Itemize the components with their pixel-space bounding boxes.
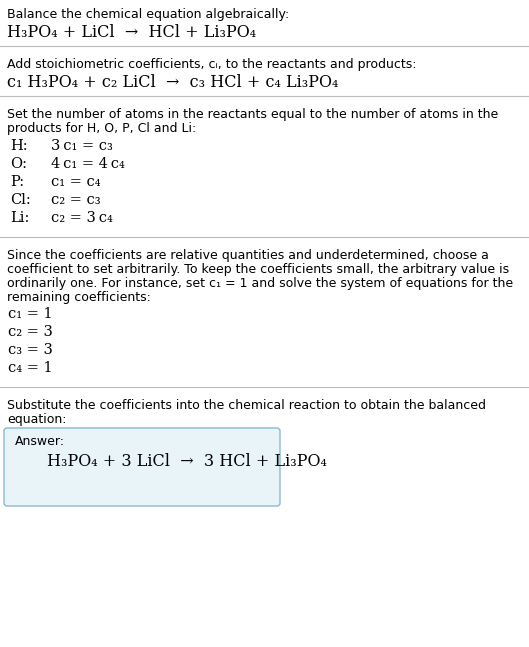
Text: products for H, O, P, Cl and Li:: products for H, O, P, Cl and Li: — [7, 122, 196, 135]
Text: Substitute the coefficients into the chemical reaction to obtain the balanced: Substitute the coefficients into the che… — [7, 399, 486, 412]
FancyBboxPatch shape — [4, 428, 280, 506]
Text: Add stoichiometric coefficients, cᵢ, to the reactants and products:: Add stoichiometric coefficients, cᵢ, to … — [7, 58, 416, 71]
Text: c₁ = 1: c₁ = 1 — [8, 307, 52, 321]
Text: c₄ = 1: c₄ = 1 — [8, 361, 52, 375]
Text: Li:: Li: — [10, 211, 30, 225]
Text: H:: H: — [10, 139, 28, 153]
Text: P:: P: — [10, 175, 24, 189]
Text: 3 c₁ = c₃: 3 c₁ = c₃ — [51, 139, 113, 153]
Text: H₃PO₄ + 3 LiCl  →  3 HCl + Li₃PO₄: H₃PO₄ + 3 LiCl → 3 HCl + Li₃PO₄ — [47, 453, 327, 470]
Text: c₂ = c₃: c₂ = c₃ — [51, 193, 101, 207]
Text: 4 c₁ = 4 c₄: 4 c₁ = 4 c₄ — [51, 157, 125, 171]
Text: Cl:: Cl: — [10, 193, 31, 207]
Text: c₂ = 3: c₂ = 3 — [8, 325, 53, 339]
Text: Answer:: Answer: — [15, 435, 65, 448]
Text: H₃PO₄ + LiCl  →  HCl + Li₃PO₄: H₃PO₄ + LiCl → HCl + Li₃PO₄ — [7, 24, 256, 41]
Text: ordinarily one. For instance, set c₁ = 1 and solve the system of equations for t: ordinarily one. For instance, set c₁ = 1… — [7, 277, 513, 290]
Text: O:: O: — [10, 157, 27, 171]
Text: c₁ = c₄: c₁ = c₄ — [51, 175, 101, 189]
Text: c₃ = 3: c₃ = 3 — [8, 343, 53, 357]
Text: Set the number of atoms in the reactants equal to the number of atoms in the: Set the number of atoms in the reactants… — [7, 108, 498, 121]
Text: coefficient to set arbitrarily. To keep the coefficients small, the arbitrary va: coefficient to set arbitrarily. To keep … — [7, 263, 509, 276]
Text: remaining coefficients:: remaining coefficients: — [7, 291, 151, 304]
Text: Since the coefficients are relative quantities and underdetermined, choose a: Since the coefficients are relative quan… — [7, 249, 489, 262]
Text: c₁ H₃PO₄ + c₂ LiCl  →  c₃ HCl + c₄ Li₃PO₄: c₁ H₃PO₄ + c₂ LiCl → c₃ HCl + c₄ Li₃PO₄ — [7, 74, 339, 91]
Text: c₂ = 3 c₄: c₂ = 3 c₄ — [51, 211, 113, 225]
Text: equation:: equation: — [7, 413, 67, 426]
Text: Balance the chemical equation algebraically:: Balance the chemical equation algebraica… — [7, 8, 289, 21]
